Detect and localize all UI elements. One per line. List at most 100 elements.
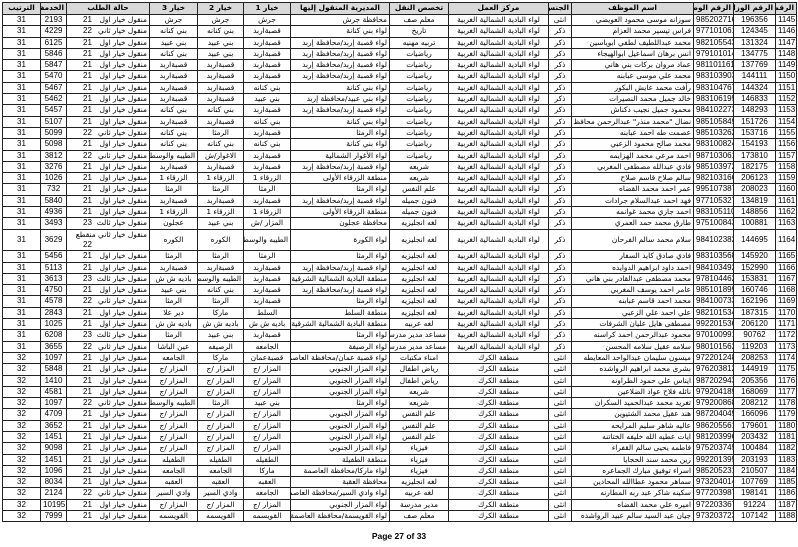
cell-rank: 32 [2, 397, 41, 410]
cell-target-directorate: محافظة العقبة [290, 476, 390, 489]
header-gender: الجنس [548, 2, 572, 15]
status-code: 21 [83, 262, 92, 272]
cell-national-id: 9922015364 [693, 318, 734, 331]
cell-choice-3: قصبةاربد [149, 261, 198, 274]
cell-work-center: لواء البادية الشمالية الغربية [448, 306, 549, 320]
cell-work-center: لواء البادية الشمالية الغربية [448, 47, 549, 61]
cell-choice-3: المزار /ج [149, 419, 198, 432]
status-code: 21 [83, 431, 92, 441]
cell-gender: ذكر [548, 149, 572, 162]
table-row: 31 4229 منقول خيار ثاني 22 بني كنانه بني كنان… [2, 25, 797, 38]
cell-serial-number: 1187 [775, 498, 797, 512]
status-code: 21 [83, 443, 92, 453]
cell-target-directorate: لواء المزار الجنوبي [290, 430, 390, 444]
cell-national-id: 9872029437 [693, 374, 734, 387]
cell-choice-1: قصبةاربد [243, 25, 291, 38]
cell-gender: ذكر [548, 47, 572, 61]
cell-service: 5456 [40, 250, 67, 263]
status-text: منقول خيار اول [99, 60, 147, 70]
cell-transfer-specialization: رياضيات [389, 149, 449, 162]
status-code: 21 [83, 82, 92, 92]
cell-employee-name: فراس تيسير محمد العزام [571, 25, 694, 38]
cell-serial-number: 1151 [775, 81, 797, 95]
cell-choice-3: قصبةاربد [149, 93, 198, 106]
cell-choice-2: الطفيله [197, 453, 244, 466]
cell-request-status: منقول خيار ثاني 22 [66, 25, 150, 38]
cell-request-status: منقول خيار اول 21 [66, 476, 150, 489]
cell-choice-2: قصبةاربد [197, 93, 244, 106]
cell-national-id: 9771010613 [693, 25, 734, 38]
cell-target-directorate: لواء المزار الجنوبي [290, 385, 390, 399]
cell-ministry-id: 198141 [733, 487, 776, 500]
cell-transfer-specialization: رياض اطفال [389, 363, 449, 376]
cell-rank: 32 [2, 453, 41, 466]
cell-employee-name: احمد داود ابراهيم الدوايده [571, 261, 694, 274]
cell-ministry-id: 205356 [733, 374, 776, 387]
cell-choice-1: جرش [243, 13, 291, 27]
cell-request-status: منقول خيار ثاني 22 [66, 340, 150, 353]
status-code: 21 [83, 375, 92, 385]
cell-choice-1: العقبه [243, 476, 291, 489]
cell-gender: ذكر [548, 70, 572, 83]
cell-service: 5467 [40, 81, 67, 95]
cell-choice-1: قصبةاربد [243, 59, 291, 72]
cell-choice-3: الطيبه والوسطيه [149, 149, 198, 162]
cell-choice-2: بني كنانه [197, 25, 244, 38]
status-code: 21 [83, 409, 92, 419]
cell-target-directorate: محافظة عجلون [290, 217, 390, 230]
cell-national-id: 9852052318 [693, 464, 734, 478]
table-row: 32 8034 منقول خيار اول 21 العقبه العقبه العقبه… [2, 476, 797, 489]
cell-service: 1451 [40, 453, 67, 466]
cell-choice-2: قصبةاربد [197, 160, 244, 174]
cell-service: 5848 [40, 363, 67, 376]
cell-choice-3: المزار /ج [149, 442, 198, 455]
cell-choice-2: المزار /ج [197, 442, 244, 455]
header-choice-3: خيار 3 [149, 2, 198, 15]
cell-ministry-id: 208212 [733, 397, 776, 410]
table-row: 31 3613 منقول خيار ثالث 23 باديه ش ش الطيبه و… [2, 272, 797, 286]
cell-choice-3: قصبةاربد [149, 81, 198, 95]
cell-choice-2: الرمثا [197, 126, 244, 140]
cell-ministry-id: 148293 [733, 104, 776, 117]
status-code: 22 [83, 150, 92, 160]
cell-employee-name: بشرى محمد ابراهيم الرواشده [571, 363, 694, 376]
cell-choice-3: بني كنانه [149, 138, 198, 151]
cell-ministry-id: 144919 [733, 363, 776, 376]
table-row: 31 3493 منقول خيار ثالث 23 عجلون بني عبيد المز… [2, 217, 797, 230]
cell-national-id: 9821015342 [693, 306, 734, 320]
cell-service: 732 [40, 183, 67, 196]
status-text: منقول خيار اول [99, 319, 147, 329]
cell-national-id: 9762038124 [693, 363, 734, 376]
cell-national-id: 9732040144 [693, 476, 734, 489]
cell-target-directorate: لواء المزار الجنوبي [290, 363, 390, 376]
cell-transfer-specialization: فيزياء [389, 453, 449, 466]
cell-choice-3: الكوره [149, 228, 198, 252]
cell-choice-2: بني عبيد [197, 217, 244, 230]
cell-employee-name: سكينه شاكر عبد ربه المطارنه [571, 487, 694, 500]
cell-choice-2: قصبةاربد [197, 115, 244, 128]
cell-work-center: لواء البادية الشمالية الغربية [448, 206, 549, 219]
cell-choice-1: قصبةاربد [243, 160, 291, 174]
cell-transfer-specialization: لغه انجليزيه [389, 261, 449, 274]
cell-target-directorate: لواء قصبة إربد/محافظة إربد [290, 160, 390, 174]
status-code: 22 [83, 26, 92, 36]
cell-work-center: لواء البادية الشمالية الغربية [448, 70, 549, 83]
cell-service: 5847 [40, 59, 67, 72]
status-code: 21 [83, 499, 92, 509]
cell-employee-name: ايات عطيه الله خليفه الختاتنه [571, 430, 694, 444]
table-row: 31 5467 منقول خيار اول 21 قصبةاربد قصبةاربد بن… [2, 81, 797, 95]
cell-employee-name: علي احمد علي الزعبي [571, 306, 694, 320]
cell-transfer-specialization: فنون جميله [389, 194, 449, 208]
cell-gender: ذكر [548, 138, 572, 151]
cell-target-directorate: لواء قصبة إربد/محافظة إربد [290, 194, 390, 208]
cell-rank: 31 [2, 149, 41, 162]
cell-transfer-specialization: امناء مكتبات [389, 351, 449, 365]
status-code: 21 [83, 195, 92, 205]
table-row: 31 5847 منقول خيار اول 21 قصبةاربد قصبةاربد قص… [2, 59, 797, 72]
status-code: 21 [83, 37, 92, 47]
cell-choice-3: المزار /ج [149, 430, 198, 444]
cell-service: 1026 [40, 172, 67, 185]
cell-choice-1: الجامعه [243, 340, 291, 353]
cell-serial-number: 1146 [775, 25, 797, 38]
cell-choice-2: قصبةاربد [197, 59, 244, 72]
